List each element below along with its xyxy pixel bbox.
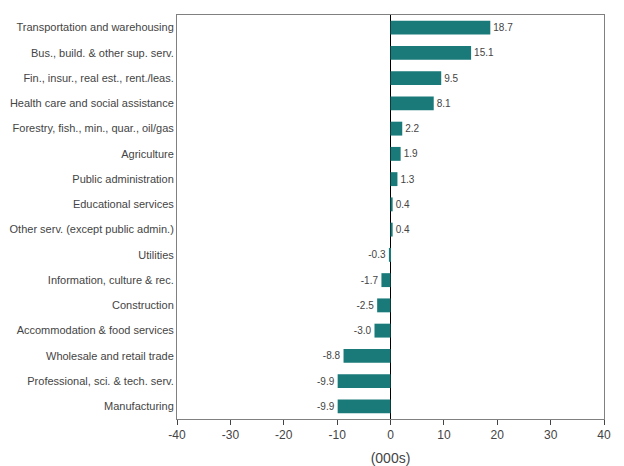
svg-text:9.5: 9.5 bbox=[444, 73, 458, 84]
svg-text:1.9: 1.9 bbox=[404, 148, 418, 159]
svg-text:2.2: 2.2 bbox=[405, 123, 419, 134]
svg-text:18.7: 18.7 bbox=[493, 22, 513, 33]
svg-text:0: 0 bbox=[387, 428, 394, 442]
svg-text:-0.3: -0.3 bbox=[368, 249, 386, 260]
svg-text:-9.9: -9.9 bbox=[317, 376, 335, 387]
svg-text:Forestry, fish., min., quar.,: Forestry, fish., min., quar., oil/gas bbox=[13, 122, 175, 134]
svg-text:Other serv. (except public adm: Other serv. (except public admin.) bbox=[10, 223, 174, 235]
svg-text:Construction: Construction bbox=[112, 299, 174, 311]
svg-text:-3.0: -3.0 bbox=[354, 325, 372, 336]
svg-text:40: 40 bbox=[597, 428, 611, 442]
svg-text:(000s): (000s) bbox=[371, 450, 411, 466]
svg-text:Information, culture & rec.: Information, culture & rec. bbox=[48, 274, 174, 286]
svg-text:-10: -10 bbox=[328, 428, 346, 442]
svg-text:-20: -20 bbox=[275, 428, 293, 442]
svg-text:0.4: 0.4 bbox=[396, 224, 410, 235]
svg-text:Professional, sci. & tech. ser: Professional, sci. & tech. serv. bbox=[27, 375, 174, 387]
svg-text:Agriculture: Agriculture bbox=[121, 148, 174, 160]
svg-text:-8.8: -8.8 bbox=[323, 350, 341, 361]
svg-text:Manufacturing: Manufacturing bbox=[104, 400, 174, 412]
svg-text:Transportation and warehousing: Transportation and warehousing bbox=[16, 21, 173, 33]
svg-text:-9.9: -9.9 bbox=[317, 401, 335, 412]
svg-text:-40: -40 bbox=[168, 428, 186, 442]
svg-text:Bus., build. & other sup. serv: Bus., build. & other sup. serv. bbox=[31, 47, 174, 59]
svg-text:15.1: 15.1 bbox=[474, 47, 494, 58]
svg-text:30: 30 bbox=[544, 428, 558, 442]
svg-text:Utilities: Utilities bbox=[138, 249, 174, 261]
svg-text:20: 20 bbox=[491, 428, 505, 442]
svg-text:Accommodation & food services: Accommodation & food services bbox=[17, 324, 175, 336]
svg-text:Health care and social assista: Health care and social assistance bbox=[10, 97, 174, 109]
svg-text:10: 10 bbox=[437, 428, 451, 442]
svg-text:0.4: 0.4 bbox=[396, 199, 410, 210]
svg-text:Public administration: Public administration bbox=[72, 173, 174, 185]
svg-text:Wholesale and retail trade: Wholesale and retail trade bbox=[46, 350, 174, 362]
svg-text:-30: -30 bbox=[222, 428, 240, 442]
svg-text:8.1: 8.1 bbox=[437, 98, 451, 109]
svg-text:Fin., insur., real est., rent.: Fin., insur., real est., rent./leas. bbox=[23, 72, 173, 84]
svg-text:-1.7: -1.7 bbox=[361, 275, 379, 286]
svg-text:1.3: 1.3 bbox=[400, 174, 414, 185]
svg-text:Educational services: Educational services bbox=[73, 198, 174, 210]
svg-text:-2.5: -2.5 bbox=[356, 300, 374, 311]
